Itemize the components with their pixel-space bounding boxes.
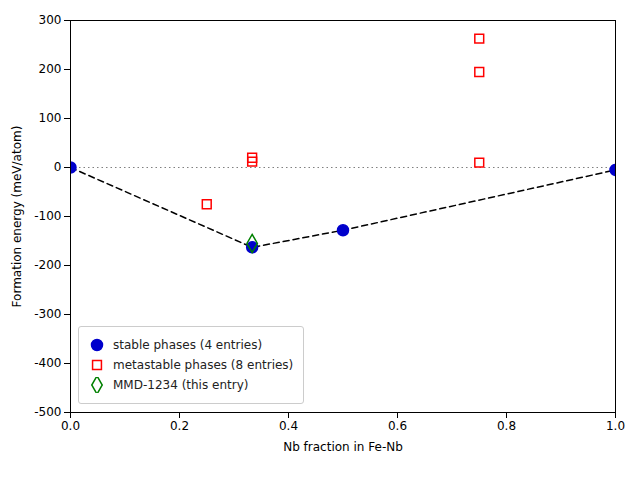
svg-text:100: 100 (39, 111, 62, 125)
html-text:stable phases (4 entries): stable phases (4 entries) (113, 338, 263, 352)
svg-text:0.0: 0.0 (61, 419, 80, 433)
svg-text:0.6: 0.6 (388, 419, 407, 433)
svg-text:Formation energy (meV/atom): Formation energy (meV/atom) (10, 126, 24, 308)
html-text:metastable phases (8 entries): metastable phases (8 entries) (113, 358, 294, 372)
svg-text:300: 300 (39, 13, 62, 27)
svg-text:200: 200 (39, 62, 62, 76)
svg-text:-100: -100 (34, 209, 61, 223)
svg-text:0.8: 0.8 (497, 419, 516, 433)
svg-text:0.2: 0.2 (170, 419, 189, 433)
svg-text:-400: -400 (34, 356, 61, 370)
svg-text:-300: -300 (34, 307, 61, 321)
svg-text:1.0: 1.0 (606, 419, 625, 433)
svg-text:Nb fraction in Fe-Nb: Nb fraction in Fe-Nb (283, 440, 403, 454)
svg-text:0.4: 0.4 (279, 419, 298, 433)
svg-text:-200: -200 (34, 258, 61, 272)
html-text:MMD-1234 (this entry): MMD-1234 (this entry) (113, 378, 249, 392)
svg-text:0: 0 (54, 160, 62, 174)
svg-text:-500: -500 (34, 405, 61, 419)
